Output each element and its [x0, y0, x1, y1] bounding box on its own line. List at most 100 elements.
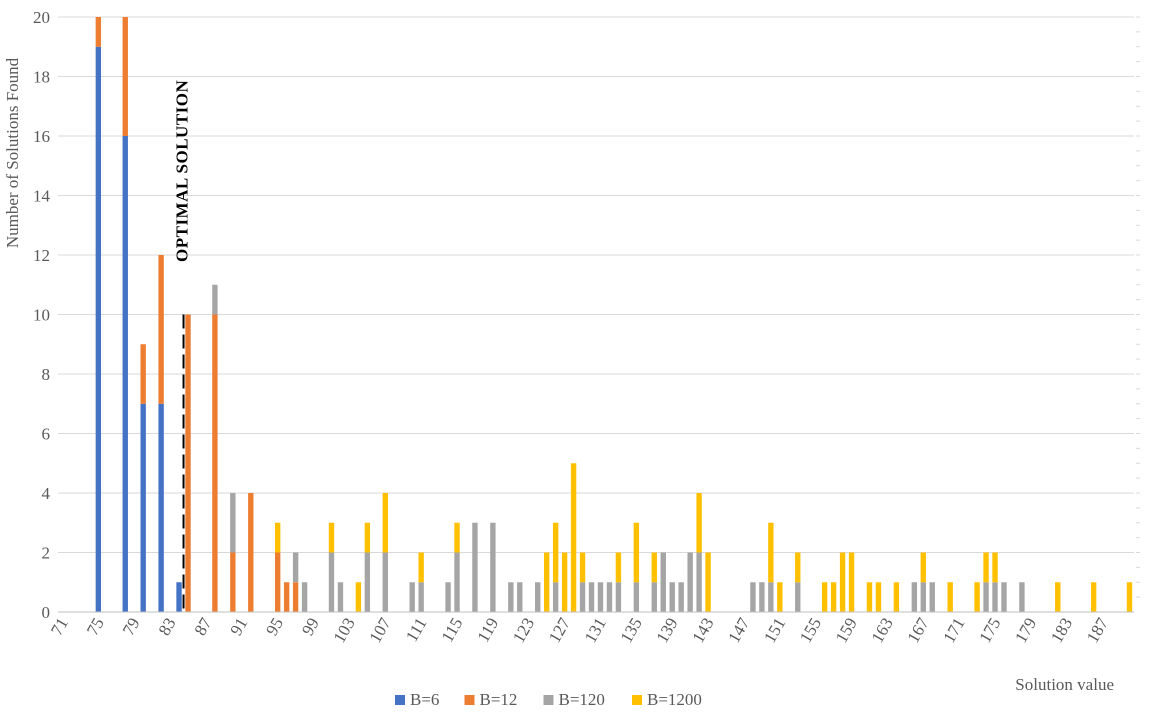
x-tick-label: 147	[724, 614, 753, 646]
y-tick-label: 2	[42, 544, 51, 563]
x-tick-label: 115	[438, 615, 467, 646]
y-tick-label: 0	[42, 603, 51, 622]
legend-swatch	[632, 695, 642, 705]
legend-swatch	[464, 695, 475, 705]
bar-b-1200-135	[633, 522, 640, 583]
x-axis-title: Solution value	[1015, 675, 1114, 694]
bar-b-1200-128	[570, 463, 577, 612]
bar-b-1200-101	[328, 522, 335, 553]
bar-b-1200-142	[696, 493, 702, 553]
bar-b-1200-151	[777, 582, 783, 612]
y-tick-label: 4	[42, 484, 51, 503]
bar-b-120-168	[929, 582, 935, 612]
y-tick-label: 10	[33, 306, 50, 325]
x-tick-label: 131	[581, 615, 610, 647]
bar-b-1200-175	[992, 552, 998, 583]
x-tick-label: 155	[796, 615, 825, 647]
bar-b-1200-158	[839, 552, 846, 612]
legend-label: B=1200	[647, 690, 702, 709]
bar-b-6-82	[158, 403, 164, 612]
y-tick-label: 20	[33, 8, 50, 27]
x-tick-label: 159	[832, 615, 861, 647]
bar-b-120-101	[328, 552, 335, 612]
bars	[95, 17, 1133, 612]
x-tick-label: 91	[226, 615, 251, 639]
x-tick-label: 139	[652, 615, 681, 647]
x-tick-label: 167	[904, 614, 933, 646]
bar-b-12-82	[158, 255, 164, 404]
bar-b-6-78	[122, 136, 128, 612]
bar-b-1200-115	[454, 522, 460, 553]
bar-b-120-150	[768, 582, 774, 612]
bar-b-120-141	[687, 552, 693, 612]
bar-b-120-167	[920, 582, 926, 612]
legend-label: B=120	[559, 690, 605, 709]
bar-b-120-175	[992, 582, 998, 612]
bar-b-12-75	[95, 17, 102, 47]
bar-b-1200-150	[768, 522, 774, 583]
bar-b-120-178	[1019, 582, 1025, 612]
bar-b-120-153	[795, 582, 801, 612]
bar-b-120-149	[759, 582, 765, 612]
x-tick-label: 127	[545, 614, 574, 646]
bar-b-120-107	[382, 552, 388, 612]
bar-b-120-115	[454, 552, 460, 612]
bar-b-12-80	[140, 344, 146, 404]
y-tick-labels: 0 2 4 6 8 10 12 14 16 18 20	[33, 8, 51, 622]
bar-b-6-84	[176, 582, 182, 612]
bar-b-120-88	[212, 284, 218, 315]
bar-b-120-133	[615, 582, 622, 612]
bar-b-120-90	[230, 493, 236, 553]
bar-b-120-98	[301, 582, 308, 612]
y-tick-label: 18	[33, 68, 50, 87]
bar-b-120-122	[517, 582, 523, 612]
bar-b-1200-157	[830, 582, 837, 612]
x-tick-label: 95	[262, 615, 287, 639]
bar-b-120-132	[606, 582, 613, 612]
x-tick-label: 151	[760, 615, 789, 647]
x-tick-label: 119	[473, 615, 502, 646]
bar-b-1200-129	[579, 552, 586, 583]
y-tick-label: 8	[42, 365, 51, 384]
gridlines	[58, 16, 1140, 598]
bar-b-12-78	[122, 17, 128, 136]
bar-b-12-97	[292, 582, 299, 612]
bar-b-120-110	[409, 582, 415, 612]
bar-b-12-95	[274, 552, 281, 612]
bar-b-1200-186	[1090, 582, 1097, 612]
y-axis-title: Number of Solutions Found	[3, 57, 22, 248]
bar-b-6-75	[95, 46, 102, 612]
x-tick-label: 171	[939, 615, 968, 647]
bar-b-1200-159	[848, 552, 855, 612]
x-tick-label: 79	[119, 615, 144, 639]
bar-b-1200-173	[974, 582, 980, 612]
legend-label: B=6	[410, 690, 439, 709]
bar-b-1200-162	[875, 582, 882, 612]
bar-b-1200-95	[274, 522, 281, 553]
bar-b-1200-156	[821, 582, 828, 612]
bar-b-1200-125	[543, 552, 550, 612]
bar-b-1200-127	[561, 552, 568, 612]
bar-b-1200-104	[355, 582, 362, 612]
bar-b-120-166	[911, 582, 918, 612]
legend-swatch	[395, 695, 405, 705]
bar-b-120-117	[472, 522, 478, 612]
bar-b-1200-105	[364, 522, 371, 553]
bar-b-12-88	[212, 314, 218, 612]
bar-b-120-176	[1001, 582, 1007, 612]
bar-b-120-131	[597, 582, 604, 612]
bar-b-120-105	[364, 552, 371, 612]
x-tick-label: 87	[190, 614, 215, 639]
y-tick-label: 14	[33, 187, 51, 206]
bar-b-120-148	[750, 582, 756, 612]
bar-b-1200-161	[866, 582, 873, 612]
bar-b-120-126	[552, 582, 559, 612]
bar-b-1200-111	[418, 552, 424, 583]
bar-b-1200-170	[947, 582, 953, 612]
legend-label: B=12	[480, 690, 518, 709]
x-tick-label: 107	[366, 614, 395, 646]
bar-b-120-102	[337, 582, 344, 612]
bar-b-120-139	[669, 582, 675, 612]
bar-b-1200-182	[1055, 582, 1061, 612]
bar-b-1200-174	[983, 552, 989, 583]
